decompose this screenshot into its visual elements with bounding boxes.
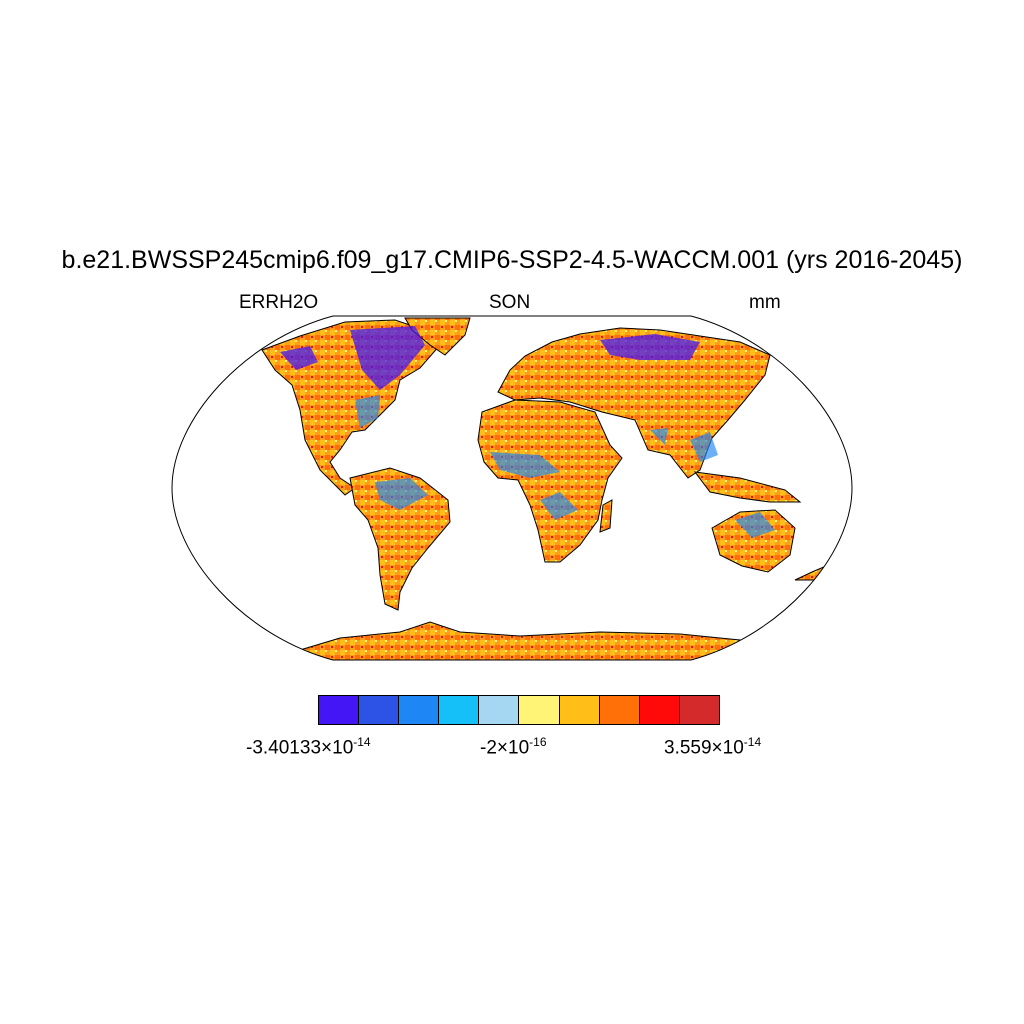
land-antarctica [289, 621, 762, 660]
season-label: SON [489, 292, 531, 313]
colorbar-cell-1 [359, 696, 400, 724]
colorbar-cell-6 [559, 696, 600, 724]
colorbar [318, 695, 720, 725]
colorbar-cell-0 [319, 696, 360, 724]
colorbar-cell-4 [479, 696, 520, 724]
colorbar-cell-5 [519, 696, 560, 724]
cold-anomaly-patches [280, 326, 700, 390]
colorbar-cell-2 [399, 696, 440, 724]
land-australia [711, 509, 796, 573]
plot-title: b.e21.BWSSP245cmip6.f09_g17.CMIP6-SSP2-4… [61, 246, 963, 274]
land-south-america [349, 467, 451, 611]
land-africa [477, 399, 623, 563]
units-label: mm [749, 292, 781, 313]
land-indonesia [693, 471, 802, 503]
colorbar-min-label: -3.40133×10-14 [246, 735, 371, 759]
globe-outline [171, 315, 853, 661]
cool-anomaly-patches [355, 395, 775, 538]
colorbar-mid-label: -2×10-16 [480, 735, 547, 759]
variable-label: ERRH2O [239, 292, 319, 313]
colorbar-cell-8 [639, 696, 680, 724]
land-madagascar [599, 499, 613, 533]
colorbar-cell-7 [599, 696, 640, 724]
colorbar-cell-3 [439, 696, 480, 724]
land-layer [261, 317, 828, 660]
colorbar-max-label: 3.559×10-14 [664, 735, 762, 759]
colorbar-cell-9 [679, 696, 719, 724]
